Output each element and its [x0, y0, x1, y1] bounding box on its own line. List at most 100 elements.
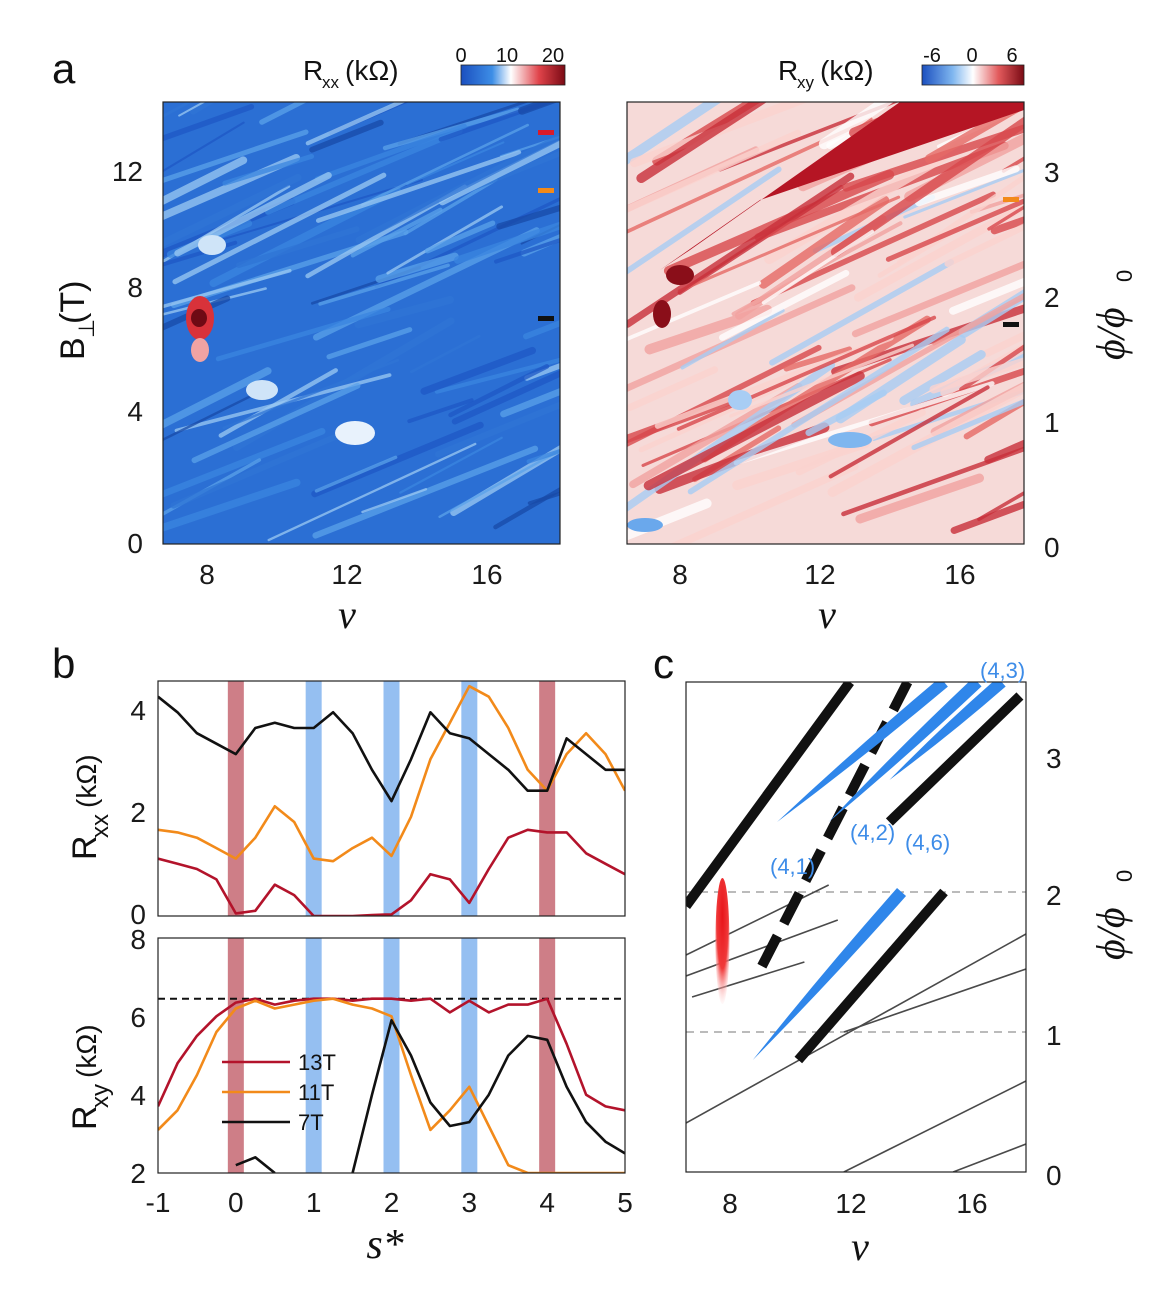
c-thin-line-0: [686, 884, 830, 956]
rxx-texture-stripe: [527, 491, 560, 506]
rxy-blue-spot-3: [627, 518, 663, 532]
rxy-texture-stripe: [853, 201, 1024, 302]
rxx-band-0: [227, 681, 244, 916]
rxy-texture-stripe: [903, 168, 1024, 219]
rxx-texture-stripe: [438, 139, 560, 206]
rxy-texture-stripe: [627, 366, 719, 412]
rxy-texture-stripe: [818, 102, 894, 150]
b-bottom-frame: [157, 937, 626, 1174]
b-bottom-plot: [158, 938, 625, 1173]
rxy-series-7t: [235, 1019, 625, 1173]
rxx-heatmap-stripes: [163, 102, 560, 542]
c-ytick-2: 2: [1046, 880, 1062, 911]
b-xtick-6: 5: [617, 1187, 633, 1218]
rxx-colorbar-tick-1: 10: [496, 45, 518, 67]
rxx-texture-stripe: [494, 237, 560, 264]
a-ytick-12: 12: [112, 156, 143, 187]
b-legend: 13T 11T 7T: [222, 1050, 336, 1135]
rxy-dark-spot-2: [666, 265, 694, 285]
panel-label-c: c: [653, 640, 674, 687]
fan-label-4-6: (4,6): [905, 830, 950, 855]
rxx-bright-spot-2: [246, 380, 278, 400]
rxx-texture-stripe: [424, 220, 496, 254]
c-frame: [685, 681, 1027, 1173]
rxy-colorbar-tick-2: 6: [1006, 45, 1017, 67]
a-ytick-8: 8: [127, 272, 143, 303]
rxx-texture-stripe: [222, 153, 315, 186]
rxx-bright-spot: [335, 421, 375, 445]
rxx-band-4: [539, 681, 556, 916]
rxy-heatmap: [627, 102, 1024, 544]
rxx-series-7t: [158, 695, 625, 803]
rxx-texture-stripe: [163, 268, 292, 309]
a-ylabel-main: B: [54, 337, 92, 360]
rxx-hotspot-tail: [191, 338, 209, 362]
rxy-texture-stripe: [949, 277, 1024, 315]
rxx-texture-stripe: [163, 173, 302, 247]
c-ylabel-sub: 0: [1112, 870, 1137, 882]
rxx-texture-stripe: [326, 327, 413, 360]
rxy-colorbar-label-sub: xy: [797, 73, 815, 92]
rxx-texture-stripe: [163, 129, 309, 184]
rxx-texture-stripe: [360, 123, 529, 207]
rxy-colorbar-label-unit: (kΩ): [820, 55, 874, 86]
b2-ylabel-unit: (kΩ): [71, 1024, 102, 1078]
rxx-texture-stripe: [222, 358, 400, 430]
rxx-frame: [162, 101, 561, 545]
rxx-heatmap: [163, 102, 560, 544]
rxy-texture-stripe: [841, 446, 1024, 517]
rxy-frame: [626, 101, 1025, 545]
rxy-texture-stripe: [929, 357, 1024, 394]
rxy-texture-stripe: [984, 439, 1024, 464]
rxy-texture-stripe: [805, 389, 887, 437]
b1-ytick-0: 0: [130, 899, 146, 930]
a-right-yaxis: 0 1 2 3 ϕ/ϕ 0: [1044, 157, 1137, 563]
rxy-dark-band: [660, 102, 1024, 270]
b-xtick-0: -1: [146, 1187, 171, 1218]
a2-ytick-2: 2: [1044, 282, 1060, 313]
rxy-dark-spot: [653, 300, 671, 328]
rxy-texture-stripe: [914, 165, 1020, 207]
b-xtick-4: 3: [462, 1187, 478, 1218]
a1-xtick-8: 8: [199, 559, 215, 590]
b2-ytick-4: 4: [130, 1080, 146, 1111]
rxy-heatmap-stripes: [627, 102, 1024, 544]
rxx-band-1: [305, 681, 322, 916]
rxy-series-11t: [158, 997, 625, 1173]
rxx-texture-stripe: [407, 398, 474, 424]
rxx-texture-stripe: [305, 102, 407, 146]
rxy-texture-stripe: [944, 223, 1024, 267]
rxy-texture-stripe: [983, 331, 1024, 357]
rxy-texture-stripe: [828, 385, 990, 479]
rxx-colorbar-tick-0: 0: [455, 45, 466, 67]
rxy-blue-spot: [828, 432, 872, 448]
c-xaxis: 8 12 16 ν: [722, 1188, 987, 1269]
rxy-texture-stripe: [729, 343, 915, 418]
panel-label-a: a: [52, 45, 76, 92]
rxx-texture-stripe: [453, 221, 560, 264]
rxy-colorbar-tick-0: -6: [923, 45, 941, 67]
rxx-texture-stripe: [315, 150, 522, 223]
rxy-texture-stripe: [643, 371, 865, 491]
c-thick-line-0: [686, 682, 854, 909]
rxx-colorbar-label-main: R: [303, 55, 323, 86]
b-xtick-1: 0: [228, 1187, 244, 1218]
rxy-texture-stripe: [1001, 156, 1024, 173]
rxy-texture-stripe: [669, 462, 859, 544]
rxx-texture-stripe: [523, 320, 560, 340]
b1-ylabel-main: R: [66, 835, 104, 860]
rxx-texture-stripe: [236, 226, 360, 269]
rxy-marker-black: [1003, 322, 1019, 327]
b1-ylabel-sub: xx: [87, 814, 114, 838]
rxx-texture-stripe: [496, 204, 560, 230]
rxx-texture-stripe: [451, 370, 560, 425]
rxy-texture-stripe: [977, 491, 1024, 522]
b1-ytick-2: 2: [130, 797, 146, 828]
c-thin-line-1: [686, 919, 839, 977]
rxy-texture-stripe: [627, 102, 722, 165]
rxx-texture-stripe: [375, 252, 459, 283]
rxx-texture-stripe: [163, 367, 272, 429]
rxx-series-13t: [158, 828, 625, 916]
rxx-texture-stripe: [420, 346, 536, 395]
rxx-texture-stripe: [403, 177, 498, 236]
